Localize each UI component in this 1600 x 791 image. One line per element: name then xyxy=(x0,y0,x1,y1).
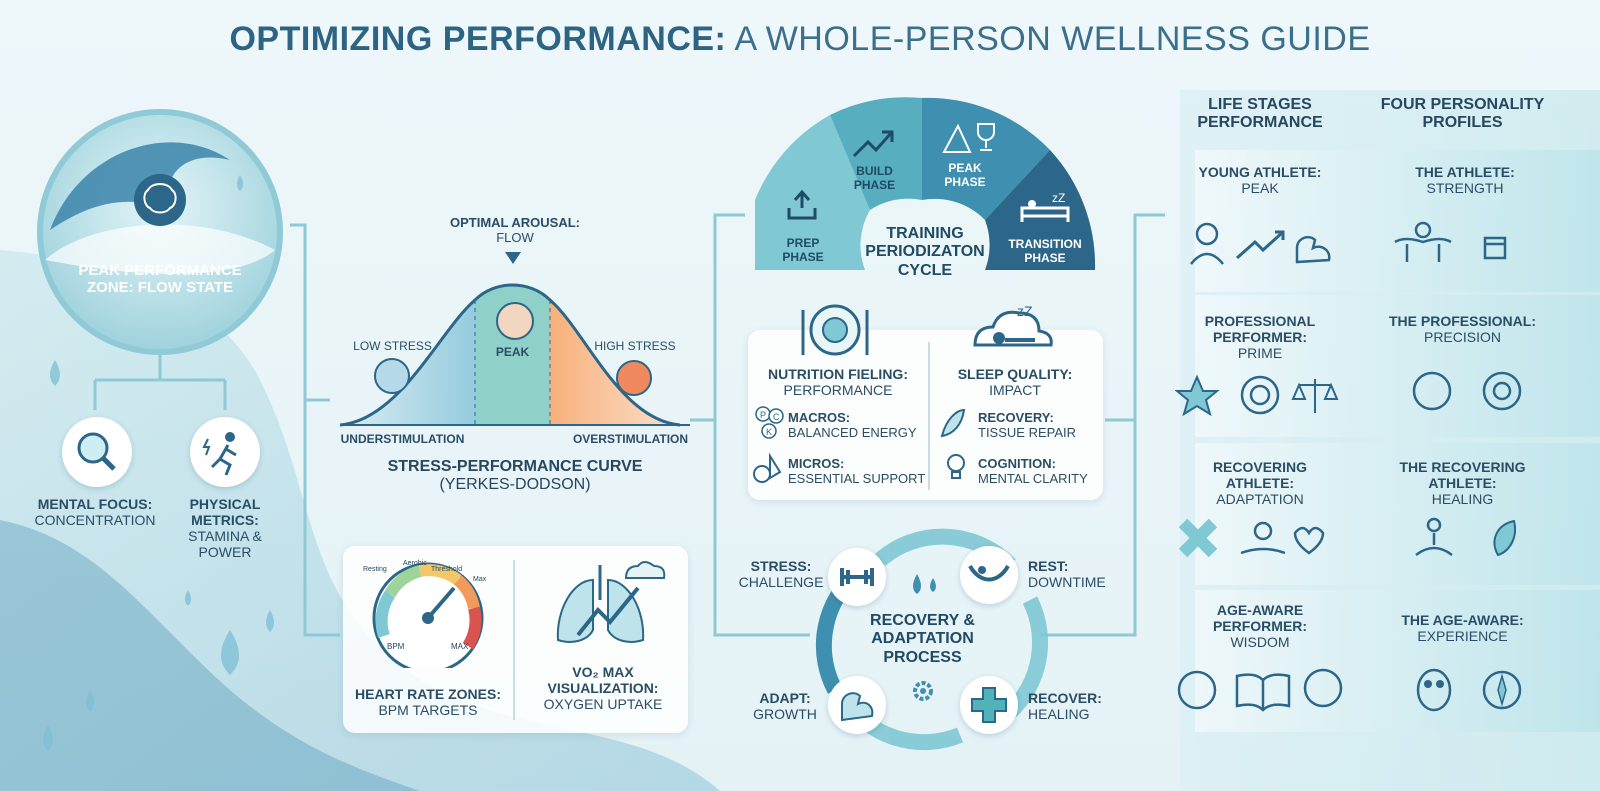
peak-zone-label: PEAK PERFORMANCE ZONE: FLOW STATE xyxy=(78,262,242,297)
nutrition-title: NUTRITION FIELING: PERFORMANCE xyxy=(768,366,908,399)
medical-cross-icon xyxy=(960,676,1018,734)
young-athlete-icons xyxy=(1190,222,1331,265)
recover-healing-label: RECOVER: HEALING xyxy=(1028,690,1102,722)
physical-metrics-label: PHYSICAL METRICS: STAMINA & POWER xyxy=(188,496,262,561)
row-age-aware: AGE-AWARE PERFORMER: WISDOM THE AGE-AWARE… xyxy=(1177,590,1600,732)
growth-arrow-icon xyxy=(852,130,894,158)
title-rest: A WHOLE-PERSON WELLNESS GUIDE xyxy=(726,20,1371,58)
sleep-title: SLEEP QUALITY: IMPACT xyxy=(957,366,1073,399)
magnifier-icon xyxy=(62,417,132,487)
periodization-center: TRAINING PERIODIZATON CYCLE xyxy=(865,225,985,279)
micros-label: MICROS: ESSENTIAL SUPPORT xyxy=(788,456,926,486)
sad-face-icon xyxy=(616,360,652,396)
svg-text:K: K xyxy=(766,427,772,437)
panel-divider-2 xyxy=(928,342,930,490)
gauges-panel: BPM MAX Resting Aerobic Threshold Max HE… xyxy=(343,546,688,733)
athlete-profile-icons xyxy=(1394,221,1507,262)
age-aware-profile-icons xyxy=(1416,668,1522,712)
gear-icon xyxy=(913,681,933,701)
zone-threshold: Threshold xyxy=(431,566,463,573)
profile-athlete: THE ATHLETE: STRENGTH xyxy=(1415,164,1515,197)
low-stress-label: LOW STRESS xyxy=(353,339,432,353)
peak-label: PEAK xyxy=(495,345,530,359)
optimal-arousal-label: OPTIMAL AROUSAL: FLOW xyxy=(450,215,580,245)
svg-text:zZ: zZ xyxy=(1017,303,1033,319)
profile-recovering: THE RECOVERING ATHLETE: HEALING xyxy=(1399,459,1526,508)
macros-icon: P C K xyxy=(755,406,784,439)
adapt-growth-label: ADAPT: GROWTH xyxy=(753,690,817,723)
row-young-athlete: YOUNG ATHLETE: PEAK THE ATHLETE: STRENGTH xyxy=(1190,150,1600,292)
zone-aerobic: Aerobic xyxy=(403,560,427,567)
flexed-arm-icon xyxy=(828,676,886,734)
heart-rate-label: HEART RATE ZONES: BPM TARGETS xyxy=(355,686,501,719)
recovering-icons xyxy=(1178,518,1325,558)
rest-downtime-label: REST: DOWNTIME xyxy=(1028,558,1106,590)
runner-icon xyxy=(190,417,260,487)
recovery-label: RECOVERY: TISSUE REPAIR xyxy=(978,410,1077,440)
muscle-fiber-icon xyxy=(940,408,966,438)
water-drops-icon xyxy=(913,574,936,594)
zone-resting: Resting xyxy=(363,566,387,573)
understimulation-label: UNDERSTIMULATION xyxy=(340,432,465,446)
curve-title: STRESS-PERFORMANCE CURVE (YERKES-DODSON) xyxy=(387,458,643,494)
personality-header: FOUR PERSONALITY PROFILES xyxy=(1380,96,1545,132)
dumbbell-icon xyxy=(828,548,886,606)
hammock-icon xyxy=(960,546,1018,604)
row-professional: PROFESSIONAL PERFORMER: PRIME THE PROFESS… xyxy=(1175,295,1600,437)
profile-professional: THE PROFESSIONAL: PRECISION xyxy=(1388,313,1536,346)
title-bold: OPTIMIZING PERFORMANCE: xyxy=(229,20,727,58)
produce-icon xyxy=(753,452,782,483)
phase-build: BUILD PHASE xyxy=(853,164,896,192)
max-tick: MAX xyxy=(451,642,469,651)
stress-challenge-label: STRESS: CHALLENGE xyxy=(738,558,824,591)
page-title: OPTIMIZING PERFORMANCE: A WHOLE-PERSON W… xyxy=(0,20,1600,59)
overstimulation-label: OVERSTIMULATION xyxy=(572,432,689,446)
heart-rate-gauge xyxy=(372,562,484,668)
lungs-icon xyxy=(556,561,666,643)
sleep-cloud-icon: zZ xyxy=(973,303,1053,347)
stage-professional: PROFESSIONAL PERFORMER: PRIME xyxy=(1204,313,1316,362)
peak-face-icon xyxy=(496,302,534,340)
macros-label: MACROS: BALANCED ENERGY xyxy=(788,410,917,440)
prep-icon xyxy=(787,189,817,220)
recovering-profile-icons xyxy=(1415,517,1516,557)
stage-recovering: RECOVERING ATHLETE: ADAPTATION xyxy=(1212,459,1308,508)
svg-text:P: P xyxy=(760,410,766,420)
stage-age-aware: AGE-AWARE PERFORMER: WISDOM xyxy=(1212,602,1308,651)
nutrition-sleep-panel: NUTRITION FIELING: PERFORMANCE P C K MACR… xyxy=(748,330,1103,500)
age-aware-icons xyxy=(1177,668,1343,712)
mental-focus-label: MENTAL FOCUS: CONCENTRATION xyxy=(34,496,156,529)
profile-age-aware: THE AGE-AWARE: EXPERIENCE xyxy=(1401,612,1524,645)
professional-icons xyxy=(1175,374,1339,417)
neutral-face-icon xyxy=(374,358,410,394)
svg-text:zZ: zZ xyxy=(1052,191,1065,205)
lightbulb-icon xyxy=(947,454,965,479)
vo2-label: VO₂ MAX VISUALIZATION: OXYGEN UPTAKE xyxy=(543,664,663,713)
cognition-label: COGNITION: MENTAL CLARITY xyxy=(978,456,1088,486)
life-stages-header: LIFE STAGES PERFORMANCE xyxy=(1197,96,1323,132)
high-stress-label: HIGH STRESS xyxy=(594,339,676,353)
trophy-icon xyxy=(942,123,995,153)
phase-prep: PREP PHASE xyxy=(782,236,824,264)
plate-icon xyxy=(801,304,869,356)
zone-max: Max xyxy=(473,576,487,583)
phase-peak: PEAK PHASE xyxy=(944,161,986,189)
panel-divider xyxy=(513,560,515,720)
bpm-tick: BPM xyxy=(387,642,405,651)
phase-transition: TRANSITION PHASE xyxy=(1008,237,1082,265)
sleep-bed-icon: zZ xyxy=(1020,191,1070,222)
professional-profile-icons xyxy=(1412,371,1522,411)
row-recovering: RECOVERING ATHLETE: ADAPTATION THE RECOVE… xyxy=(1178,443,1600,585)
svg-text:C: C xyxy=(773,412,780,422)
stage-young-athlete: YOUNG ATHLETE: PEAK xyxy=(1198,164,1322,197)
recovery-cycle-center: RECOVERY & ADAPTATION PROCESS xyxy=(870,612,975,666)
